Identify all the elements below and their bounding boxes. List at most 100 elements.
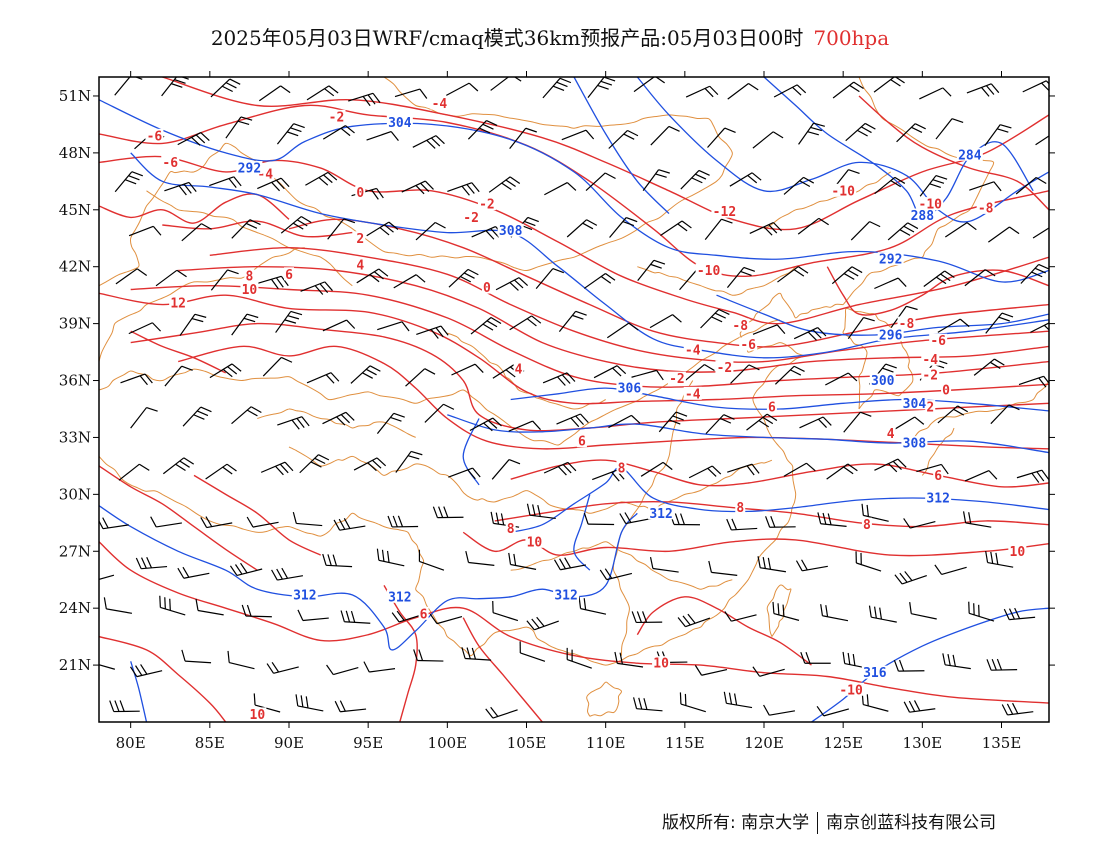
wind-barb	[526, 616, 559, 631]
temperature-label-bg	[766, 400, 777, 414]
wind-barb	[99, 664, 116, 670]
wind-barb	[155, 269, 187, 287]
wind-barb	[984, 124, 1012, 146]
wind-barb	[424, 403, 455, 423]
temperature-isotherm	[130, 322, 1049, 432]
wind-barb	[470, 316, 502, 335]
wind-barb	[258, 85, 291, 102]
temperature-label-bg	[897, 316, 916, 330]
border-line	[842, 307, 914, 410]
lat-label: 30N	[59, 485, 91, 503]
height-contour	[130, 152, 1049, 359]
wind-barb	[632, 697, 663, 712]
height-contour	[716, 294, 1049, 336]
border-line	[573, 292, 844, 666]
wind-barb	[162, 457, 195, 475]
lon-label: 110E	[586, 734, 626, 752]
height-label-bg	[869, 373, 896, 387]
temperature-label-bg	[715, 360, 734, 374]
temperature-label-bg	[462, 210, 481, 224]
temperature-label: 10	[653, 657, 669, 672]
border-line	[763, 171, 891, 230]
wind-barb	[795, 559, 828, 572]
wind-barb	[826, 463, 858, 480]
wind-barb	[874, 277, 907, 290]
wind-barb	[729, 172, 762, 187]
wind-barb	[115, 268, 148, 285]
lat-label: 48N	[59, 144, 91, 162]
temperature-label-bg	[355, 231, 366, 245]
temperature-label: 6	[420, 607, 428, 622]
temperature-label-bg	[355, 185, 366, 199]
wind-barb	[299, 454, 330, 474]
wind-barb	[825, 372, 858, 386]
wind-barb	[257, 177, 290, 192]
wind-barb	[704, 218, 733, 240]
wind-barb	[845, 122, 876, 142]
temperature-label-bg	[921, 367, 940, 381]
wind-barb	[614, 651, 644, 668]
wind-barb	[182, 406, 212, 427]
wind-barb	[763, 704, 796, 716]
wind-barb	[649, 556, 679, 573]
temperature-label-bg	[248, 707, 267, 721]
wind-barb	[585, 172, 616, 191]
wind-barb	[492, 601, 519, 622]
wind-barb	[543, 461, 577, 476]
temperature-label-bg	[525, 534, 544, 548]
height-label-bg	[236, 161, 263, 175]
wind-barb	[752, 666, 785, 677]
wind-barb	[730, 364, 760, 384]
wind-barb	[306, 85, 339, 101]
wind-barb	[229, 562, 263, 577]
wind-barb	[944, 222, 977, 238]
wind-barb	[640, 461, 673, 477]
wind-barb	[376, 412, 405, 434]
lat-label: 42N	[59, 258, 91, 276]
border-line	[637, 266, 797, 296]
wind-barb	[973, 358, 1005, 376]
height-contour	[573, 494, 591, 571]
height-label: 308	[903, 437, 927, 452]
temperature-label: 12	[170, 296, 186, 311]
temperature-label: 4	[356, 258, 364, 273]
wind-barb	[847, 317, 875, 340]
wind-barb	[300, 281, 333, 295]
temperature-isotherm	[462, 617, 543, 722]
wind-barb	[488, 176, 521, 193]
temperature-label: 6	[285, 268, 293, 283]
wind-barb	[322, 553, 353, 568]
temperature-label-bg	[430, 96, 449, 110]
height-label: 312	[293, 588, 316, 603]
wind-barb	[892, 416, 925, 432]
wind-barb	[757, 556, 786, 573]
temperature-label: 8	[507, 522, 515, 537]
wind-barb	[526, 503, 556, 520]
wind-barb	[660, 220, 692, 236]
temperature-label: -8	[978, 201, 994, 216]
wind-barb	[669, 513, 700, 526]
wind-barb	[277, 416, 310, 430]
wind-barb	[227, 650, 255, 670]
height-label: 312	[649, 507, 672, 522]
wind-barb	[109, 700, 140, 713]
temperature-isotherm	[99, 465, 258, 571]
wind-barb	[903, 518, 936, 529]
wind-barb	[873, 77, 905, 93]
wind-barb	[231, 406, 262, 425]
temperature-isotherm	[99, 541, 1049, 704]
temperature-label: 10	[250, 708, 266, 723]
temperature-label: -4	[432, 97, 448, 112]
temperature-label-bg	[161, 155, 180, 169]
footer-divider	[817, 812, 819, 834]
wind-barb	[271, 567, 304, 581]
height-label: 292	[238, 162, 261, 177]
lon-label: 135E	[982, 734, 1022, 752]
temperature-label: 8	[863, 518, 871, 533]
height-contour	[510, 387, 1049, 412]
height-contour	[462, 418, 480, 486]
temperature-label-bg	[838, 682, 865, 696]
wind-barb	[164, 365, 193, 387]
lon-label: 85E	[195, 734, 225, 752]
wind-barb	[694, 665, 728, 676]
